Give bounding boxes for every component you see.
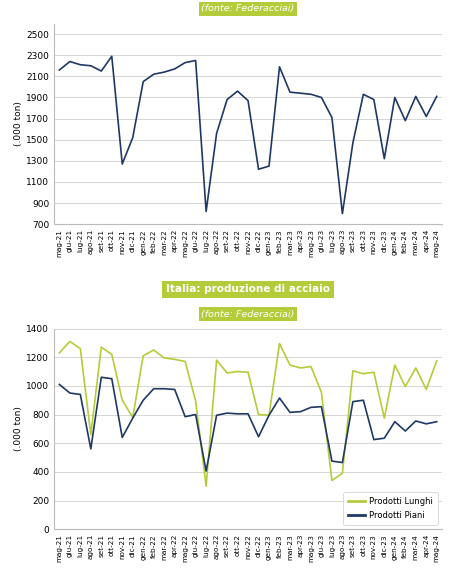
Y-axis label: (.000 ton): (.000 ton) xyxy=(14,101,23,146)
Text: Italia: produzione di acciaio: Italia: produzione di acciaio xyxy=(166,285,330,295)
Y-axis label: (.000 ton): (.000 ton) xyxy=(14,406,23,452)
Text: (fonte: Federacciai): (fonte: Federacciai) xyxy=(202,309,295,319)
Text: (fonte: Federacciai): (fonte: Federacciai) xyxy=(202,5,295,14)
Legend: Prodotti Lunghi, Prodotti Piani: Prodotti Lunghi, Prodotti Piani xyxy=(343,492,438,525)
